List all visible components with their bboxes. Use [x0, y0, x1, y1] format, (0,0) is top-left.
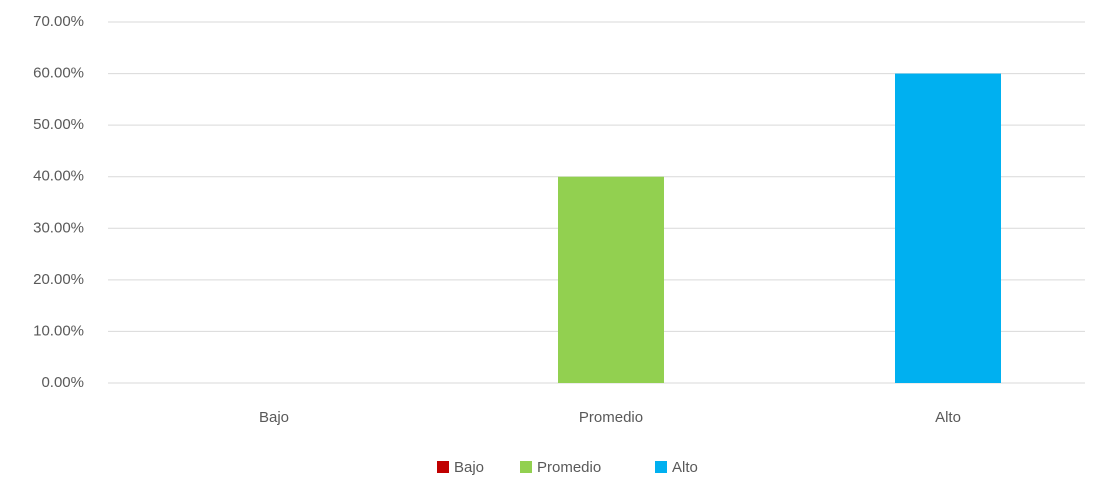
y-tick-label: 30.00% [33, 219, 84, 236]
y-tick-label: 70.00% [33, 13, 84, 30]
y-tick-label: 10.00% [33, 322, 84, 339]
x-tick-label: Promedio [579, 409, 643, 426]
legend-swatch [520, 461, 532, 473]
y-tick-label: 20.00% [33, 271, 84, 288]
y-tick-label: 0.00% [41, 374, 84, 391]
legend-label: Promedio [537, 459, 601, 476]
x-tick-label: Bajo [259, 409, 289, 426]
y-tick-label: 60.00% [33, 65, 84, 82]
legend-swatch [655, 461, 667, 473]
y-tick-label: 50.00% [33, 116, 84, 133]
bar [895, 73, 1001, 384]
y-tick-label: 40.00% [33, 168, 84, 185]
legend-label: Bajo [454, 459, 484, 476]
x-tick-label: Alto [935, 409, 961, 426]
legend-label: Alto [672, 459, 698, 476]
legend-swatch [437, 461, 449, 473]
bar [558, 176, 664, 383]
